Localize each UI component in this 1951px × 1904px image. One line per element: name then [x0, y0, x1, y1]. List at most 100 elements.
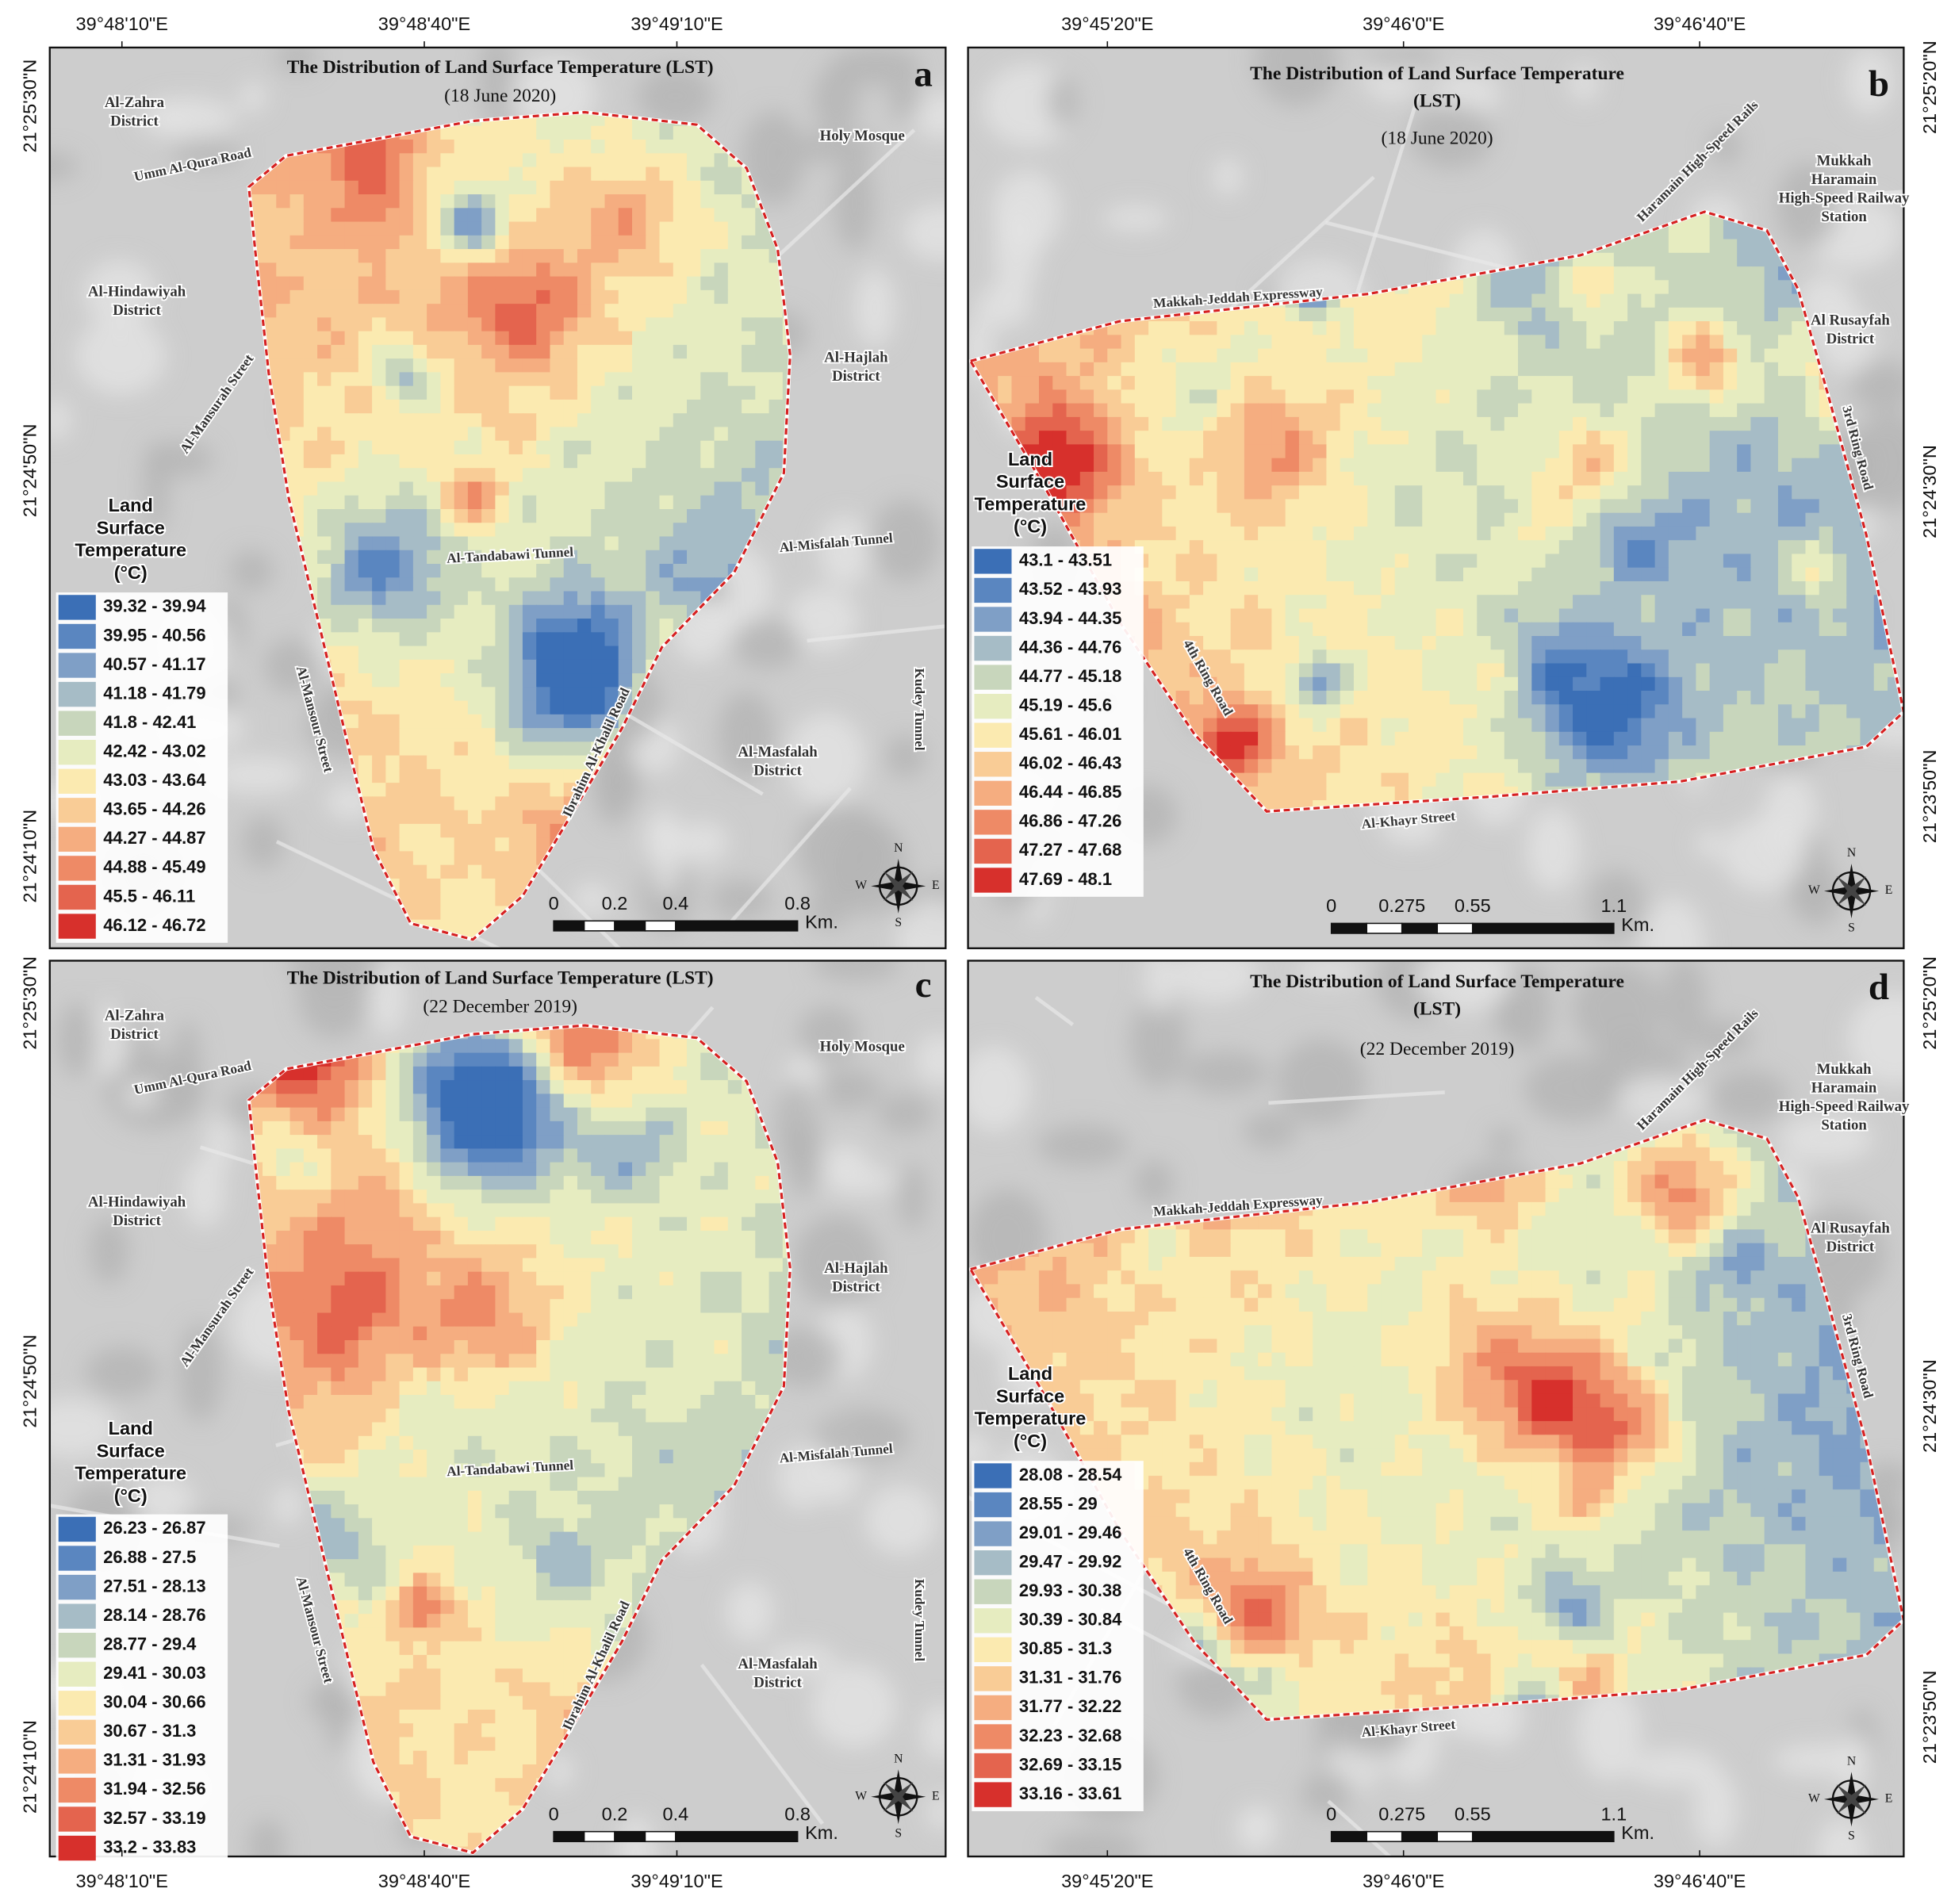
lst-cell — [1846, 567, 1861, 582]
lst-cell — [1230, 431, 1245, 446]
lst-cell — [604, 714, 619, 729]
lst-cell — [1764, 485, 1779, 500]
lst-cell — [1737, 471, 1752, 486]
lst-cell — [344, 550, 359, 565]
lst-cell — [372, 180, 387, 195]
lst-cell — [714, 564, 729, 579]
lst-cell — [276, 208, 291, 223]
lst-cell — [1313, 540, 1328, 555]
lst-cell — [358, 591, 373, 606]
lst-cell — [673, 523, 688, 538]
lst-cell — [550, 646, 565, 661]
lst-cell — [1217, 321, 1232, 336]
lst-cell — [495, 810, 510, 825]
lst-cell — [1518, 444, 1533, 459]
lst-cell — [1668, 266, 1683, 282]
lst-cell — [631, 249, 647, 264]
lst-cell — [1394, 335, 1409, 350]
lst-cell — [1313, 389, 1328, 404]
lst-cell — [1175, 499, 1190, 514]
lst-cell — [550, 399, 565, 414]
lst-cell — [1435, 526, 1451, 541]
lst-cell — [331, 659, 346, 674]
lst-cell — [1682, 403, 1697, 418]
lst-cell — [1586, 526, 1601, 541]
lst-cell — [481, 768, 496, 783]
lst-cell — [399, 495, 414, 510]
lst-cell — [289, 331, 305, 346]
lst-cell — [1627, 526, 1642, 541]
lst-cell — [1217, 431, 1232, 446]
lst-cell — [440, 768, 455, 783]
lst-cell — [427, 728, 442, 743]
lst-cell — [727, 289, 742, 305]
lst-cell — [1175, 416, 1190, 431]
lst-cell — [618, 523, 633, 538]
lst-cell — [687, 235, 702, 250]
lst-cell — [1285, 416, 1300, 431]
lst-cell — [687, 481, 702, 496]
lst-cell — [1613, 252, 1628, 267]
lst-cell — [317, 358, 332, 374]
lst-cell — [508, 372, 523, 387]
lst-cell — [399, 878, 414, 893]
lst-cell — [1654, 554, 1669, 569]
lst-cell — [1764, 622, 1779, 637]
lst-cell — [289, 153, 305, 168]
lst-cell — [591, 700, 606, 715]
lst-cell — [1326, 444, 1341, 459]
lst-cell — [673, 591, 688, 606]
lst-cell — [536, 577, 551, 592]
lst-cell — [1367, 512, 1382, 527]
lst-cell — [1285, 458, 1300, 473]
lst-cell — [1217, 416, 1232, 431]
lst-cell — [467, 235, 482, 250]
scale-segment — [644, 920, 677, 932]
lst-cell — [727, 249, 742, 264]
lst-cell — [1298, 362, 1313, 377]
scale-segment — [614, 920, 646, 932]
lst-cell — [1545, 444, 1560, 459]
lst-cell — [1613, 444, 1628, 459]
lst-cell — [1545, 580, 1560, 596]
lst-cell — [1381, 416, 1396, 431]
lst-cell — [1052, 485, 1067, 500]
lst-cell — [631, 659, 647, 674]
lst-cell — [508, 289, 523, 305]
lst-cell — [1271, 608, 1286, 623]
lst-cell — [1175, 554, 1190, 569]
lst-cell — [1435, 444, 1451, 459]
lst-cell — [604, 700, 619, 715]
lst-cell — [563, 646, 578, 661]
lst-cell — [385, 851, 401, 866]
lst-cell — [508, 564, 523, 579]
lst-cell — [344, 167, 359, 182]
lst-cell — [1641, 362, 1656, 377]
lst-cell — [646, 632, 661, 647]
lst-cell — [1490, 376, 1505, 391]
lst-cell — [1449, 499, 1464, 514]
lst-cell — [673, 468, 688, 483]
lst-cell — [1134, 389, 1149, 404]
lst-cell — [1285, 431, 1300, 446]
lst-cell — [1860, 622, 1875, 637]
lst-cell — [522, 591, 537, 606]
lst-cell — [1531, 389, 1547, 404]
lst-cell — [1148, 595, 1163, 610]
lst-cell — [1435, 389, 1451, 404]
lst-cell — [714, 235, 729, 250]
lst-cell — [344, 659, 359, 674]
lst-cell — [1271, 389, 1286, 404]
lst-cell — [1586, 622, 1601, 637]
lst-cell — [618, 673, 633, 688]
lst-cell — [1449, 485, 1464, 500]
lst-cell — [303, 262, 318, 278]
lst-cell — [1394, 580, 1409, 596]
lst-cell — [687, 208, 702, 223]
lst-cell — [495, 385, 510, 400]
lst-cell — [1709, 567, 1724, 582]
lst-cell — [1079, 335, 1094, 350]
lst-cell — [1558, 512, 1573, 527]
lst-cell — [1696, 376, 1711, 391]
lst-cell — [1121, 485, 1136, 500]
